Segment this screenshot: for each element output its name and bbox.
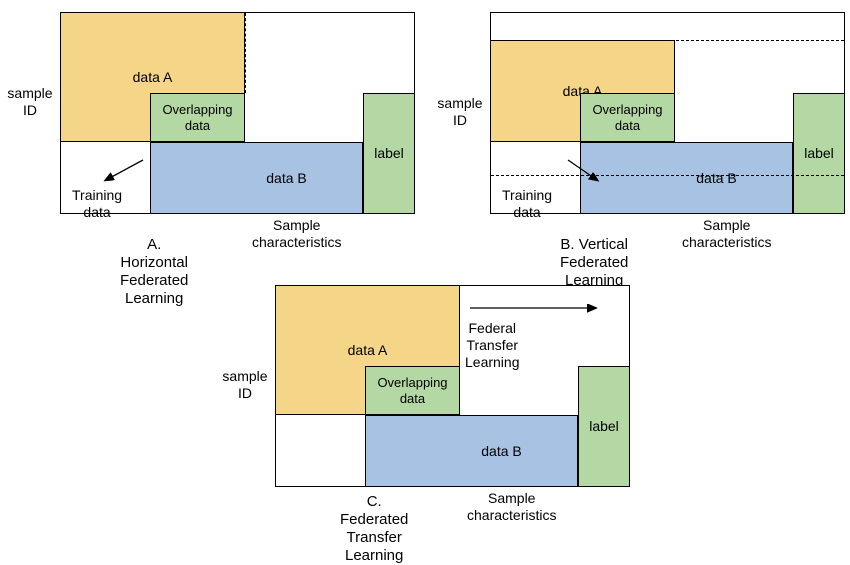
panel-c-overlap-label: Overlapping data	[377, 375, 447, 406]
panel-a-dash2	[150, 143, 151, 213]
panel-b-overlap: Overlapping data	[580, 93, 675, 142]
panel-a-xaxis: Sample characteristics	[252, 217, 341, 251]
panel-c-dataB-label: data B	[481, 443, 521, 460]
panel-a-dataA-label: data A	[133, 69, 173, 86]
panel-a-dash1	[245, 13, 246, 93]
panel-b-training: Training data	[502, 187, 552, 221]
panel-b-label-label: label	[804, 145, 834, 162]
panel-b-caption: B. Vertical Federated Learning	[560, 236, 628, 290]
panel-c-caption: C. Federated Transfer Learning	[340, 493, 408, 565]
panel-a-caption: A. Horizontal Federated Learning	[120, 236, 188, 308]
panel-c-dataA-label: data A	[348, 342, 388, 359]
panel-b-dataB: data B	[580, 142, 793, 214]
panel-c-sampleid: sample ID	[217, 368, 273, 402]
panel-b-dataB-label: data B	[696, 170, 736, 187]
panel-c-label: label	[578, 366, 630, 487]
panel-c-label-label: label	[589, 418, 619, 435]
panel-b-label: label	[793, 93, 845, 214]
panel-b-dash-top	[491, 40, 844, 41]
panel-a-overlap: Overlapping data	[150, 93, 245, 142]
panel-c-ftl: Federal Transfer Learning	[465, 320, 519, 370]
panel-a-label: label	[363, 93, 415, 214]
panel-c-overlap: Overlapping data	[365, 366, 460, 415]
panel-a-dataB: data B	[150, 142, 363, 214]
panel-b-xaxis: Sample characteristics	[682, 217, 771, 251]
panel-c-xaxis: Sample characteristics	[467, 490, 556, 524]
panel-a-training: Training data	[72, 187, 122, 221]
panel-b-sampleid: sample ID	[432, 95, 488, 129]
panel-a-label-label: label	[374, 145, 404, 162]
panel-b-dash-bot	[491, 175, 844, 176]
panel-a-dataB-label: data B	[266, 170, 306, 187]
panel-b-overlap-label: Overlapping data	[592, 102, 662, 133]
panel-a-overlap-label: Overlapping data	[162, 102, 232, 133]
panel-a-sampleid: sample ID	[2, 85, 58, 119]
panel-c-dataB: data B	[365, 415, 578, 487]
